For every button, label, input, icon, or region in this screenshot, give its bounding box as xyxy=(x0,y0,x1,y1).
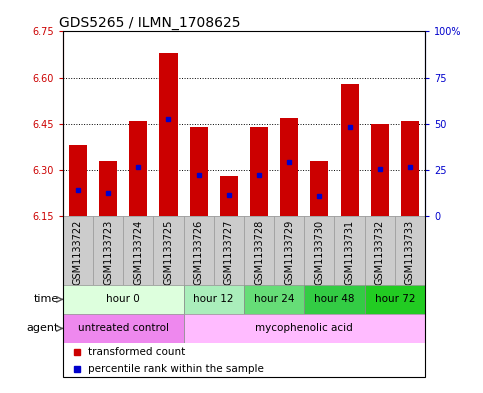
Bar xyxy=(129,121,147,216)
Bar xyxy=(123,216,154,285)
Bar xyxy=(244,285,304,314)
Bar xyxy=(213,216,244,285)
Text: time: time xyxy=(34,294,59,305)
Text: hour 48: hour 48 xyxy=(314,294,355,305)
Text: GSM1133733: GSM1133733 xyxy=(405,220,415,285)
Text: GSM1133729: GSM1133729 xyxy=(284,220,294,285)
Bar xyxy=(334,216,365,285)
Text: GSM1133722: GSM1133722 xyxy=(73,220,83,285)
Bar xyxy=(63,216,93,285)
Text: hour 24: hour 24 xyxy=(254,294,294,305)
Bar xyxy=(154,216,184,285)
Bar xyxy=(395,216,425,285)
Text: GSM1133725: GSM1133725 xyxy=(163,220,173,285)
Text: hour 72: hour 72 xyxy=(375,294,415,305)
Bar xyxy=(304,285,365,314)
Bar xyxy=(371,124,389,216)
Bar xyxy=(184,216,213,285)
Text: mycophenolic acid: mycophenolic acid xyxy=(256,323,353,333)
Text: GDS5265 / ILMN_1708625: GDS5265 / ILMN_1708625 xyxy=(59,17,241,30)
Bar xyxy=(280,118,298,216)
Text: GSM1133732: GSM1133732 xyxy=(375,220,385,285)
Text: GSM1133724: GSM1133724 xyxy=(133,220,143,285)
Text: GSM1133727: GSM1133727 xyxy=(224,220,234,285)
Text: percentile rank within the sample: percentile rank within the sample xyxy=(88,364,264,374)
Bar xyxy=(365,285,425,314)
Bar xyxy=(69,145,87,216)
Text: transformed count: transformed count xyxy=(88,347,185,356)
Bar xyxy=(63,285,184,314)
Bar xyxy=(274,216,304,285)
Bar xyxy=(99,161,117,216)
Bar xyxy=(304,216,334,285)
Text: GSM1133730: GSM1133730 xyxy=(314,220,325,285)
Bar xyxy=(341,84,358,216)
Bar xyxy=(250,127,268,216)
Text: hour 12: hour 12 xyxy=(194,294,234,305)
Text: GSM1133723: GSM1133723 xyxy=(103,220,113,285)
Bar xyxy=(159,53,178,216)
Text: untreated control: untreated control xyxy=(78,323,169,333)
Bar xyxy=(93,216,123,285)
Text: hour 0: hour 0 xyxy=(106,294,140,305)
Text: GSM1133731: GSM1133731 xyxy=(344,220,355,285)
Bar xyxy=(244,216,274,285)
Text: agent: agent xyxy=(27,323,59,333)
Text: GSM1133726: GSM1133726 xyxy=(194,220,204,285)
Bar xyxy=(220,176,238,216)
Text: GSM1133728: GSM1133728 xyxy=(254,220,264,285)
Bar xyxy=(184,314,425,343)
Bar xyxy=(401,121,419,216)
Bar xyxy=(63,314,184,343)
Bar xyxy=(365,216,395,285)
Bar xyxy=(184,285,244,314)
Bar xyxy=(189,127,208,216)
Bar xyxy=(311,161,328,216)
